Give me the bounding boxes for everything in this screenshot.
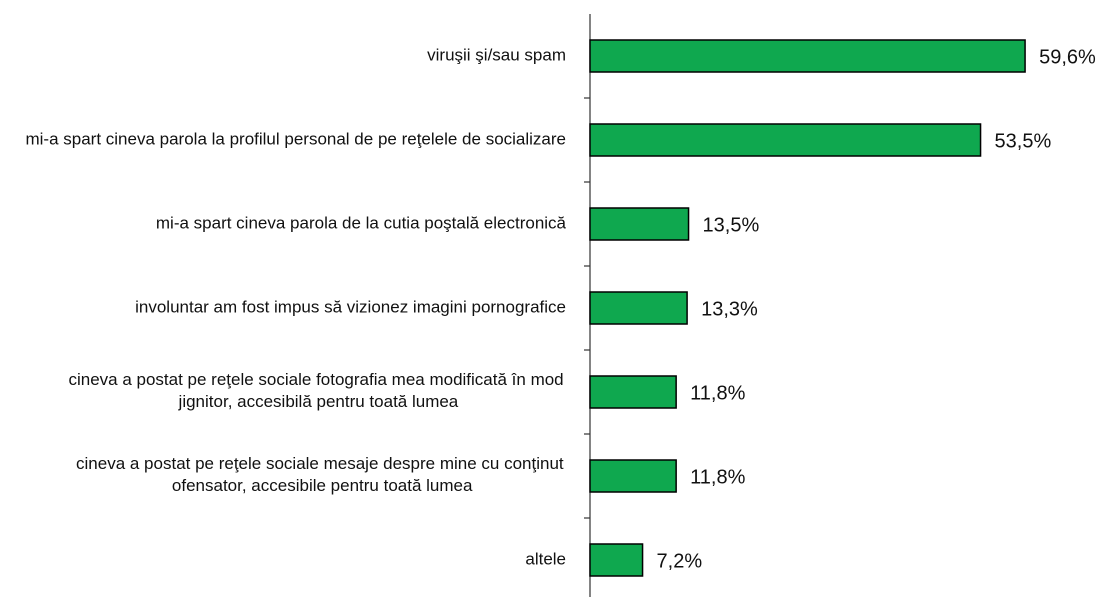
bar xyxy=(589,543,644,577)
bar xyxy=(589,207,690,241)
bar xyxy=(589,291,688,325)
bar xyxy=(589,123,982,157)
bar xyxy=(589,459,677,493)
bar xyxy=(589,375,677,409)
category-label: involuntar am fost impus să vizionez ima… xyxy=(135,297,566,316)
category-label: mi-a spart cineva parola la profilul per… xyxy=(25,129,566,148)
value-label: 13,5% xyxy=(703,214,760,236)
value-label: 59,6% xyxy=(1039,46,1096,68)
category-label: viruşii şi/sau spam xyxy=(427,45,566,64)
bar xyxy=(589,39,1026,73)
category-label: cineva a postat pe reţele sociale mesaje… xyxy=(76,454,568,495)
value-label: 13,3% xyxy=(701,298,758,320)
category-label: mi-a spart cineva parola de la cutia poş… xyxy=(156,213,567,232)
value-label: 11,8% xyxy=(690,466,745,488)
value-label: 7,2% xyxy=(657,550,703,572)
value-label: 53,5% xyxy=(995,130,1052,152)
category-label: altele xyxy=(525,549,566,568)
value-label: 11,8% xyxy=(690,382,745,404)
category-label: cineva a postat pe reţele sociale fotogr… xyxy=(68,370,568,411)
